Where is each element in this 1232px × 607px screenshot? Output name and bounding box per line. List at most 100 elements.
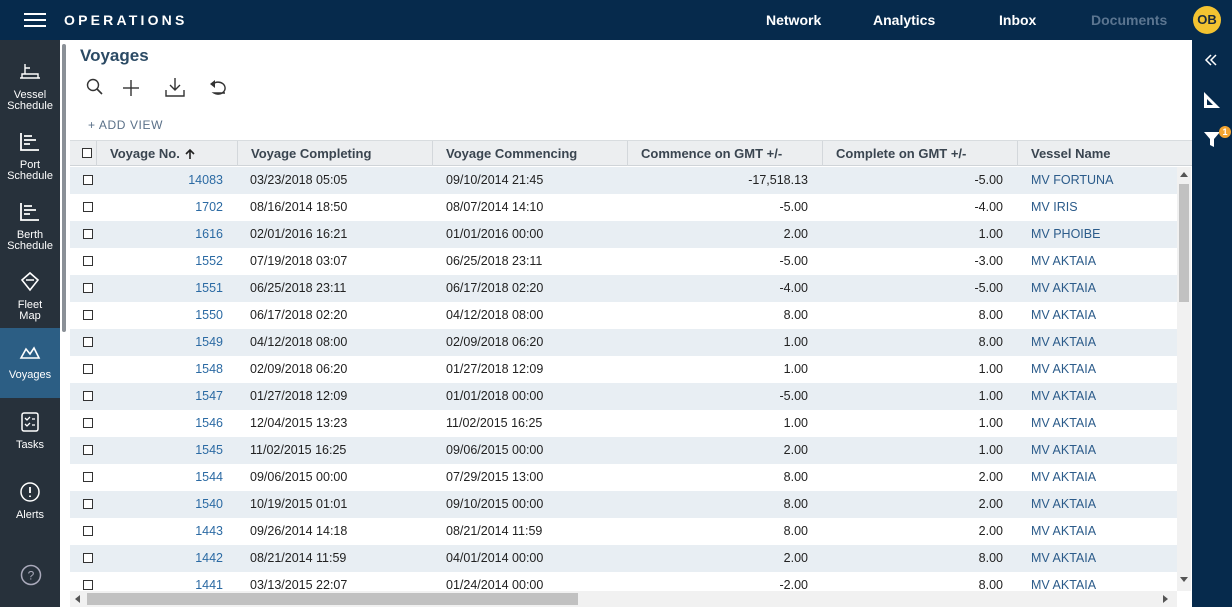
row-checkbox[interactable]: [83, 445, 93, 455]
nav-link[interactable]: Documents: [1091, 12, 1167, 28]
sidebar-item[interactable]: Vessel Schedule: [0, 48, 60, 118]
voyage-number[interactable]: 1441: [195, 572, 223, 591]
select-all-checkbox[interactable]: [82, 148, 92, 158]
row-checkbox[interactable]: [83, 229, 93, 239]
commence-gmt: 2.00: [784, 437, 808, 464]
row-checkbox[interactable]: [83, 283, 93, 293]
voyage-completing: 07/19/2018 03:07: [250, 248, 347, 275]
row-checkbox[interactable]: [83, 337, 93, 347]
sidebar-label: Alerts: [16, 510, 44, 521]
column-header[interactable]: Voyage No.: [96, 141, 237, 166]
voyage-number[interactable]: 1546: [195, 410, 223, 437]
vessel-name: MV AKTAIA: [1031, 545, 1096, 572]
row-checkbox[interactable]: [83, 526, 93, 536]
nav-link[interactable]: Network: [766, 12, 821, 28]
column-title: Voyage Completing: [251, 146, 371, 161]
vessel-name: MV AKTAIA: [1031, 275, 1096, 302]
column-title: Voyage Commencing: [446, 146, 577, 161]
search-button[interactable]: [84, 76, 108, 100]
voyage-number[interactable]: 1540: [195, 491, 223, 518]
voyage-number[interactable]: 1545: [195, 437, 223, 464]
table-row: 154802/09/2018 06:2001/27/2018 12:091.00…: [70, 356, 1177, 383]
voyage-number[interactable]: 1616: [195, 221, 223, 248]
sidebar-item[interactable]: Alerts: [0, 468, 60, 538]
column-header[interactable]: Voyage Commencing: [432, 141, 627, 166]
row-checkbox[interactable]: [83, 202, 93, 212]
avatar[interactable]: OB: [1193, 6, 1221, 34]
table-row: 154904/12/2018 08:0002/09/2018 06:201.00…: [70, 329, 1177, 356]
sidebar-item[interactable]: Berth Schedule: [0, 188, 60, 258]
voyage-number[interactable]: 1547: [195, 383, 223, 410]
sidebar-item[interactable]: Fleet Map: [0, 258, 60, 328]
voyage-commencing: 02/09/2018 06:20: [446, 329, 543, 356]
voyage-number[interactable]: 14083: [188, 167, 223, 194]
voyage-commencing: 01/01/2016 00:00: [446, 221, 543, 248]
complete-gmt: -5.00: [975, 167, 1004, 194]
row-checkbox[interactable]: [83, 472, 93, 482]
commence-gmt: 8.00: [784, 518, 808, 545]
vessel-name: MV AKTAIA: [1031, 356, 1096, 383]
reset-button[interactable]: [207, 76, 231, 100]
voyage-number[interactable]: 1702: [195, 194, 223, 221]
row-checkbox[interactable]: [83, 256, 93, 266]
commence-gmt: -5.00: [780, 248, 809, 275]
vessel-name: MV AKTAIA: [1031, 248, 1096, 275]
add-view-button[interactable]: + ADD VIEW: [88, 118, 163, 132]
voyage-number[interactable]: 1551: [195, 275, 223, 302]
column-header[interactable]: Vessel Name: [1017, 141, 1192, 166]
nav-link[interactable]: Analytics: [873, 12, 935, 28]
sidebar-icon: [18, 340, 42, 364]
sidebar-icon: [18, 60, 42, 84]
vertical-scroll-thumb[interactable]: [1179, 184, 1189, 302]
ruler-icon[interactable]: [1203, 91, 1221, 109]
menu-icon[interactable]: [24, 13, 46, 27]
help-icon[interactable]: ?: [20, 564, 42, 586]
column-header[interactable]: Voyage Completing: [237, 141, 432, 166]
row-checkbox[interactable]: [83, 580, 93, 590]
sidebar-item[interactable]: Port Schedule: [0, 118, 60, 188]
vessel-name: MV AKTAIA: [1031, 302, 1096, 329]
row-checkbox[interactable]: [83, 364, 93, 374]
sidebar-item[interactable]: Tasks: [0, 398, 60, 468]
scroll-left[interactable]: [73, 594, 81, 604]
voyage-commencing: 01/24/2014 00:00: [446, 572, 543, 591]
voyage-number[interactable]: 1550: [195, 302, 223, 329]
commence-gmt: -5.00: [780, 194, 809, 221]
sort-ascending-icon: [184, 148, 196, 160]
scroll-up[interactable]: [1179, 170, 1189, 178]
scroll-down[interactable]: [1179, 576, 1189, 584]
commence-gmt: 2.00: [784, 545, 808, 572]
nav-link[interactable]: Inbox: [999, 12, 1036, 28]
vessel-name: MV AKTAIA: [1031, 464, 1096, 491]
voyage-number[interactable]: 1548: [195, 356, 223, 383]
collapse-icon[interactable]: [1204, 54, 1218, 66]
complete-gmt: 1.00: [979, 437, 1003, 464]
horizontal-scroll-thumb[interactable]: [87, 593, 578, 605]
row-checkbox[interactable]: [83, 418, 93, 428]
row-checkbox[interactable]: [83, 553, 93, 563]
column-header[interactable]: Commence on GMT +/-: [627, 141, 822, 166]
voyage-completing: 06/17/2018 02:20: [250, 302, 347, 329]
download-button[interactable]: [163, 76, 187, 100]
row-checkbox[interactable]: [83, 391, 93, 401]
sidebar-item[interactable]: Voyages: [0, 328, 60, 398]
voyage-number[interactable]: 1544: [195, 464, 223, 491]
row-checkbox[interactable]: [83, 499, 93, 509]
table-row: 1408303/23/2018 05:0509/10/2014 21:45-17…: [70, 167, 1177, 194]
voyage-number[interactable]: 1442: [195, 545, 223, 572]
voyage-completing: 02/09/2018 06:20: [250, 356, 347, 383]
voyage-commencing: 04/01/2014 00:00: [446, 545, 543, 572]
voyage-number[interactable]: 1549: [195, 329, 223, 356]
voyage-completing: 11/02/2015 16:25: [250, 437, 346, 464]
column-header[interactable]: Complete on GMT +/-: [822, 141, 1017, 166]
row-checkbox[interactable]: [83, 310, 93, 320]
sidebar-label: Tasks: [16, 440, 44, 451]
add-button[interactable]: [119, 76, 143, 100]
voyage-number[interactable]: 1443: [195, 518, 223, 545]
table-header: Voyage No. Voyage Completing Voyage Commen…: [70, 140, 1192, 166]
column-title: Vessel Name: [1031, 146, 1111, 161]
row-checkbox[interactable]: [83, 175, 93, 185]
voyage-number[interactable]: 1552: [195, 248, 223, 275]
scroll-right[interactable]: [1162, 594, 1170, 604]
voyage-completing: 03/23/2018 05:05: [250, 167, 347, 194]
